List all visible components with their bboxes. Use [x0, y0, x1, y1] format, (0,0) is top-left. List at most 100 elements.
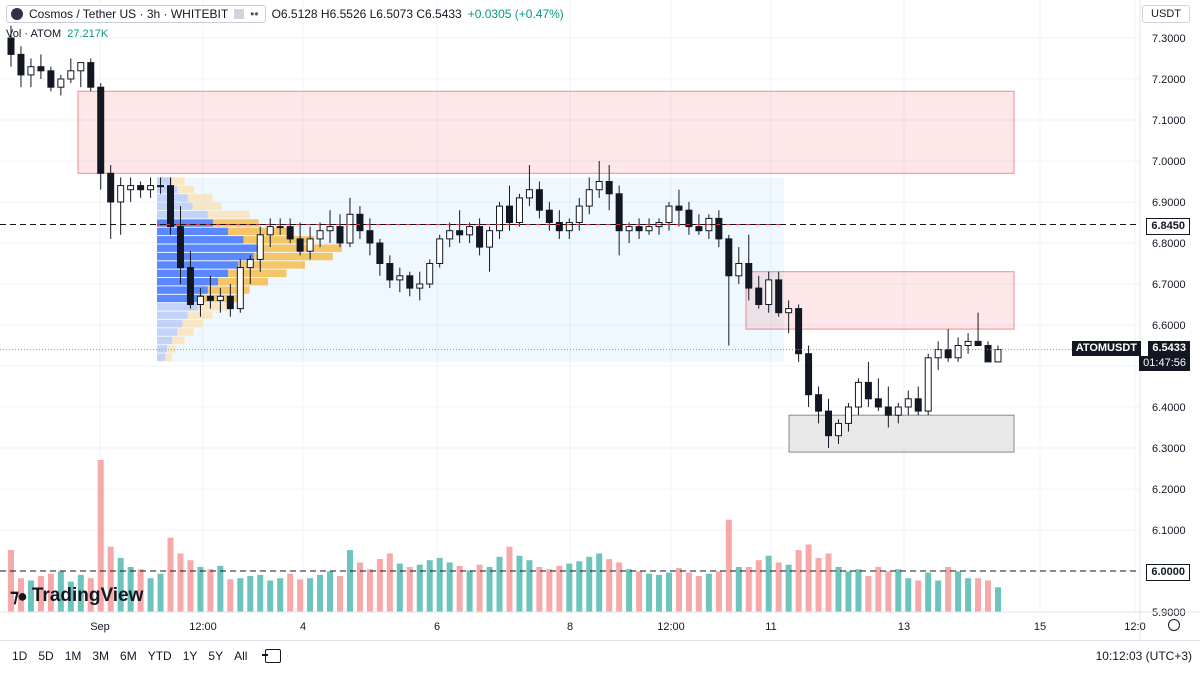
volume-bar: [147, 578, 154, 612]
candle-body: [376, 242, 384, 264]
x-tick-label: 12:00: [657, 621, 685, 633]
profile-bar-up: [157, 336, 173, 345]
ohlc-values: O6.5128 H6.5526 L6.5073 C6.5433: [271, 7, 462, 21]
candle-body: [725, 238, 733, 277]
volume-bar: [636, 571, 643, 612]
candle-body: [426, 263, 434, 285]
timeframe-1y[interactable]: 1Y: [182, 649, 198, 663]
timeframe-all[interactable]: All: [234, 649, 248, 663]
volume-bar: [945, 566, 952, 612]
x-tick-label: 4: [300, 621, 306, 633]
profile-bar-down: [207, 210, 250, 219]
volume-bar: [157, 573, 164, 612]
volume-bar: [985, 580, 992, 612]
volume-bar: [466, 570, 473, 612]
timeframe-1m[interactable]: 1M: [64, 649, 82, 663]
candle-body: [964, 340, 972, 346]
volume-bar: [446, 562, 453, 612]
volume-bar: [327, 571, 334, 612]
volume-bar: [556, 565, 563, 612]
profile-bar-down: [182, 319, 204, 328]
candle-body: [236, 267, 244, 310]
timeframe-6m[interactable]: 6M: [120, 649, 137, 663]
profile-bar-down: [167, 345, 176, 353]
volume-bar: [257, 574, 264, 612]
volume-bar: [955, 571, 962, 612]
symbol-legend: Cosmos / Tether US · 3h · WHITEBIT •• O6…: [6, 5, 564, 23]
candlestick-series: [7, 25, 1002, 448]
y-tick-label: 7.0000: [1152, 156, 1186, 168]
candle-body: [844, 406, 852, 424]
volume-bar: [356, 562, 363, 612]
candle-body: [306, 238, 314, 252]
x-tick-label: 13: [898, 621, 910, 633]
candle-body: [555, 222, 563, 232]
profile-bar-down: [187, 194, 213, 202]
candle-body: [256, 234, 264, 260]
volume-bar: [765, 555, 772, 612]
candle-body: [476, 226, 484, 248]
y-tick-label: 6.8000: [1152, 238, 1186, 250]
candle-body: [496, 205, 504, 232]
time-axis: Sep 12:00 4 6 8 12:00 11 13 15 12:0: [90, 621, 1146, 633]
volume-bar: [646, 573, 653, 612]
x-tick-label: 11: [765, 621, 776, 633]
volume-bar: [875, 566, 882, 612]
candle-body: [944, 349, 952, 359]
timeframe-ytd[interactable]: YTD: [147, 649, 172, 663]
volume-bar: [865, 575, 872, 612]
volume-bar: [566, 563, 573, 612]
symbol-title-box[interactable]: Cosmos / Tether US · 3h · WHITEBIT ••: [6, 5, 266, 23]
volume-bar: [895, 569, 902, 612]
volume-bar: [586, 556, 593, 612]
current-symbol-tag: ATOMUSDT: [1071, 341, 1141, 356]
volume-bar: [486, 566, 493, 612]
timeframe-1d[interactable]: 1D: [12, 649, 28, 663]
candle-body: [595, 181, 603, 191]
candle-body: [735, 263, 743, 277]
candle-body: [386, 263, 394, 281]
y-tick-label: 6.4000: [1152, 402, 1186, 414]
volume-bar: [855, 569, 862, 612]
candle-body: [625, 226, 633, 232]
price-chart[interactable]: 7.3000 7.2000 7.1000 7.0000 6.9000 6.8000 6.70…: [0, 0, 1200, 640]
clock: 10:12:03 (UTC+3): [1095, 649, 1192, 663]
volume-bar: [456, 565, 463, 612]
x-tick-label: 6: [434, 621, 440, 633]
timeframe-3m[interactable]: 3M: [92, 649, 110, 663]
more-dots-icon[interactable]: ••: [250, 7, 259, 21]
settings-icon[interactable]: [1168, 619, 1180, 631]
candle-body: [226, 295, 234, 310]
candle-body: [286, 226, 294, 240]
volume-bar: [177, 553, 184, 612]
currency-button[interactable]: USDT: [1142, 5, 1190, 23]
candle-body: [127, 185, 135, 191]
profile-bar-down: [172, 177, 185, 185]
volume-bar: [287, 573, 294, 612]
profile-bar-up: [157, 294, 203, 303]
candle-body: [635, 226, 643, 232]
volume-legend: Vol · ATOM 27.217K: [6, 28, 108, 40]
candle-body: [645, 226, 653, 232]
volume-bar: [705, 573, 712, 612]
candle-body: [167, 185, 175, 228]
volume-bar: [57, 571, 64, 612]
volume-bar: [187, 560, 194, 612]
countdown-tag: 01:47:56: [1139, 356, 1190, 371]
profile-bar-down: [228, 269, 287, 278]
candle-body: [37, 66, 45, 72]
volume-bar: [965, 578, 972, 612]
profile-bar-up: [157, 286, 208, 294]
profile-bar-down: [177, 185, 194, 194]
volume-bar: [576, 561, 583, 612]
candle-body: [97, 86, 105, 174]
timeframe-5y[interactable]: 5Y: [208, 649, 224, 663]
calendar-icon[interactable]: [262, 649, 282, 663]
profile-bar-down: [212, 219, 259, 227]
candle-body: [685, 209, 693, 228]
tradingview-logo: ⁊● TradingView: [10, 585, 143, 607]
volume-bar: [845, 571, 852, 612]
candle-body: [446, 230, 454, 240]
volume-bar: [825, 553, 832, 612]
timeframe-5d[interactable]: 5D: [38, 649, 54, 663]
